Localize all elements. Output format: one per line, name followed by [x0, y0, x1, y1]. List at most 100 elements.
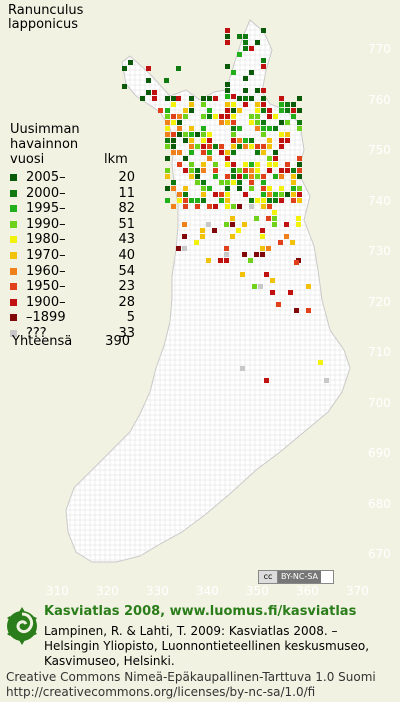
- observation-square: [260, 252, 265, 257]
- observation-square: [140, 96, 145, 101]
- cc-license-badge[interactable]: cc BY-NC-SA: [258, 570, 334, 584]
- x-tick-label: 350: [246, 584, 269, 598]
- observation-square: [267, 144, 272, 149]
- observation-square: [285, 132, 290, 137]
- observation-square: [267, 156, 272, 161]
- observation-square: [273, 150, 278, 155]
- observation-square: [255, 168, 260, 173]
- observation-square: [225, 28, 230, 33]
- observation-square: [276, 302, 281, 307]
- observation-square: [249, 96, 254, 101]
- x-tick-label: 320: [96, 584, 119, 598]
- legend-total: Yhteensä 390: [12, 334, 130, 349]
- observation-square: [248, 258, 253, 263]
- observation-square: [177, 150, 182, 155]
- observation-square: [279, 132, 284, 137]
- observation-square: [267, 114, 272, 119]
- observation-square: [182, 246, 187, 251]
- observation-square: [237, 108, 242, 113]
- observation-square: [261, 58, 266, 63]
- y-tick-label: 670: [368, 547, 391, 561]
- observation-square: [261, 102, 266, 107]
- observation-square: [255, 108, 260, 113]
- observation-square: [189, 96, 194, 101]
- observation-square: [294, 308, 299, 313]
- legend-count: 5: [126, 310, 135, 326]
- observation-square: [297, 108, 302, 113]
- observation-square: [213, 192, 218, 197]
- license-url[interactable]: http://creativecommons.org/licenses/by-n…: [6, 685, 316, 699]
- observation-square: [201, 144, 206, 149]
- observation-square: [272, 210, 277, 215]
- observation-square: [249, 162, 254, 167]
- observation-square: [297, 168, 302, 173]
- observation-square: [255, 102, 260, 107]
- observation-square: [306, 308, 311, 313]
- observation-square: [171, 138, 176, 143]
- observation-square: [243, 96, 248, 101]
- observation-square: [201, 102, 206, 107]
- observation-square: [213, 114, 218, 119]
- legend-label: 2000–: [26, 185, 66, 201]
- observation-square: [183, 156, 188, 161]
- observation-square: [225, 156, 230, 161]
- observation-square: [285, 162, 290, 167]
- observation-square: [206, 222, 211, 227]
- observation-square: [270, 290, 275, 295]
- observation-square: [279, 144, 284, 149]
- observation-square: [171, 204, 176, 209]
- legend-count: 33: [118, 325, 135, 341]
- legend-swatch: [10, 283, 17, 291]
- observation-square: [195, 144, 200, 149]
- observation-square: [218, 258, 223, 263]
- observation-square: [201, 96, 206, 101]
- observation-square: [249, 168, 254, 173]
- observation-square: [279, 102, 284, 107]
- observation-square: [306, 284, 311, 289]
- observation-square: [285, 120, 290, 125]
- observation-square: [152, 90, 157, 95]
- observation-square: [225, 94, 230, 99]
- legend-count: 20: [118, 170, 135, 185]
- observation-square: [207, 108, 212, 113]
- species-genus: Ranunculus: [8, 3, 84, 18]
- observation-square: [165, 114, 170, 119]
- observation-square: [201, 168, 206, 173]
- observation-square: [254, 216, 259, 221]
- observation-square: [285, 168, 290, 173]
- observation-square: [189, 102, 194, 107]
- observation-square: [297, 156, 302, 161]
- observation-square: [171, 186, 176, 191]
- observation-square: [189, 108, 194, 113]
- observation-square: [324, 378, 329, 383]
- observation-square: [297, 198, 302, 203]
- observation-square: [231, 120, 236, 125]
- observation-square: [152, 96, 157, 101]
- observation-square: [243, 40, 248, 45]
- observation-square: [183, 132, 188, 137]
- observation-square: [249, 186, 254, 191]
- observation-square: [165, 96, 170, 101]
- observation-square: [213, 162, 218, 167]
- legend-row: 1900– 28: [10, 295, 135, 311]
- observation-square: [182, 234, 187, 239]
- observation-square: [176, 96, 181, 101]
- observation-square: [207, 186, 212, 191]
- observation-square: [236, 228, 241, 233]
- observation-square: [291, 198, 296, 203]
- observation-square: [266, 246, 271, 251]
- license-name: Creative Commons Nimeä-Epäkaupallinen-Ta…: [6, 670, 376, 684]
- observation-square: [189, 174, 194, 179]
- legend-label: 1990–: [26, 216, 66, 232]
- observation-square: [171, 132, 176, 137]
- legend-swatch: [10, 251, 17, 259]
- observation-square: [231, 204, 236, 209]
- y-tick-label: 710: [368, 345, 391, 359]
- observation-square: [273, 156, 278, 161]
- observation-square: [219, 144, 224, 149]
- legend-count: 28: [118, 294, 135, 310]
- observation-square: [273, 126, 278, 131]
- observation-square: [183, 192, 188, 197]
- observation-square: [237, 96, 242, 101]
- observation-square: [183, 138, 188, 143]
